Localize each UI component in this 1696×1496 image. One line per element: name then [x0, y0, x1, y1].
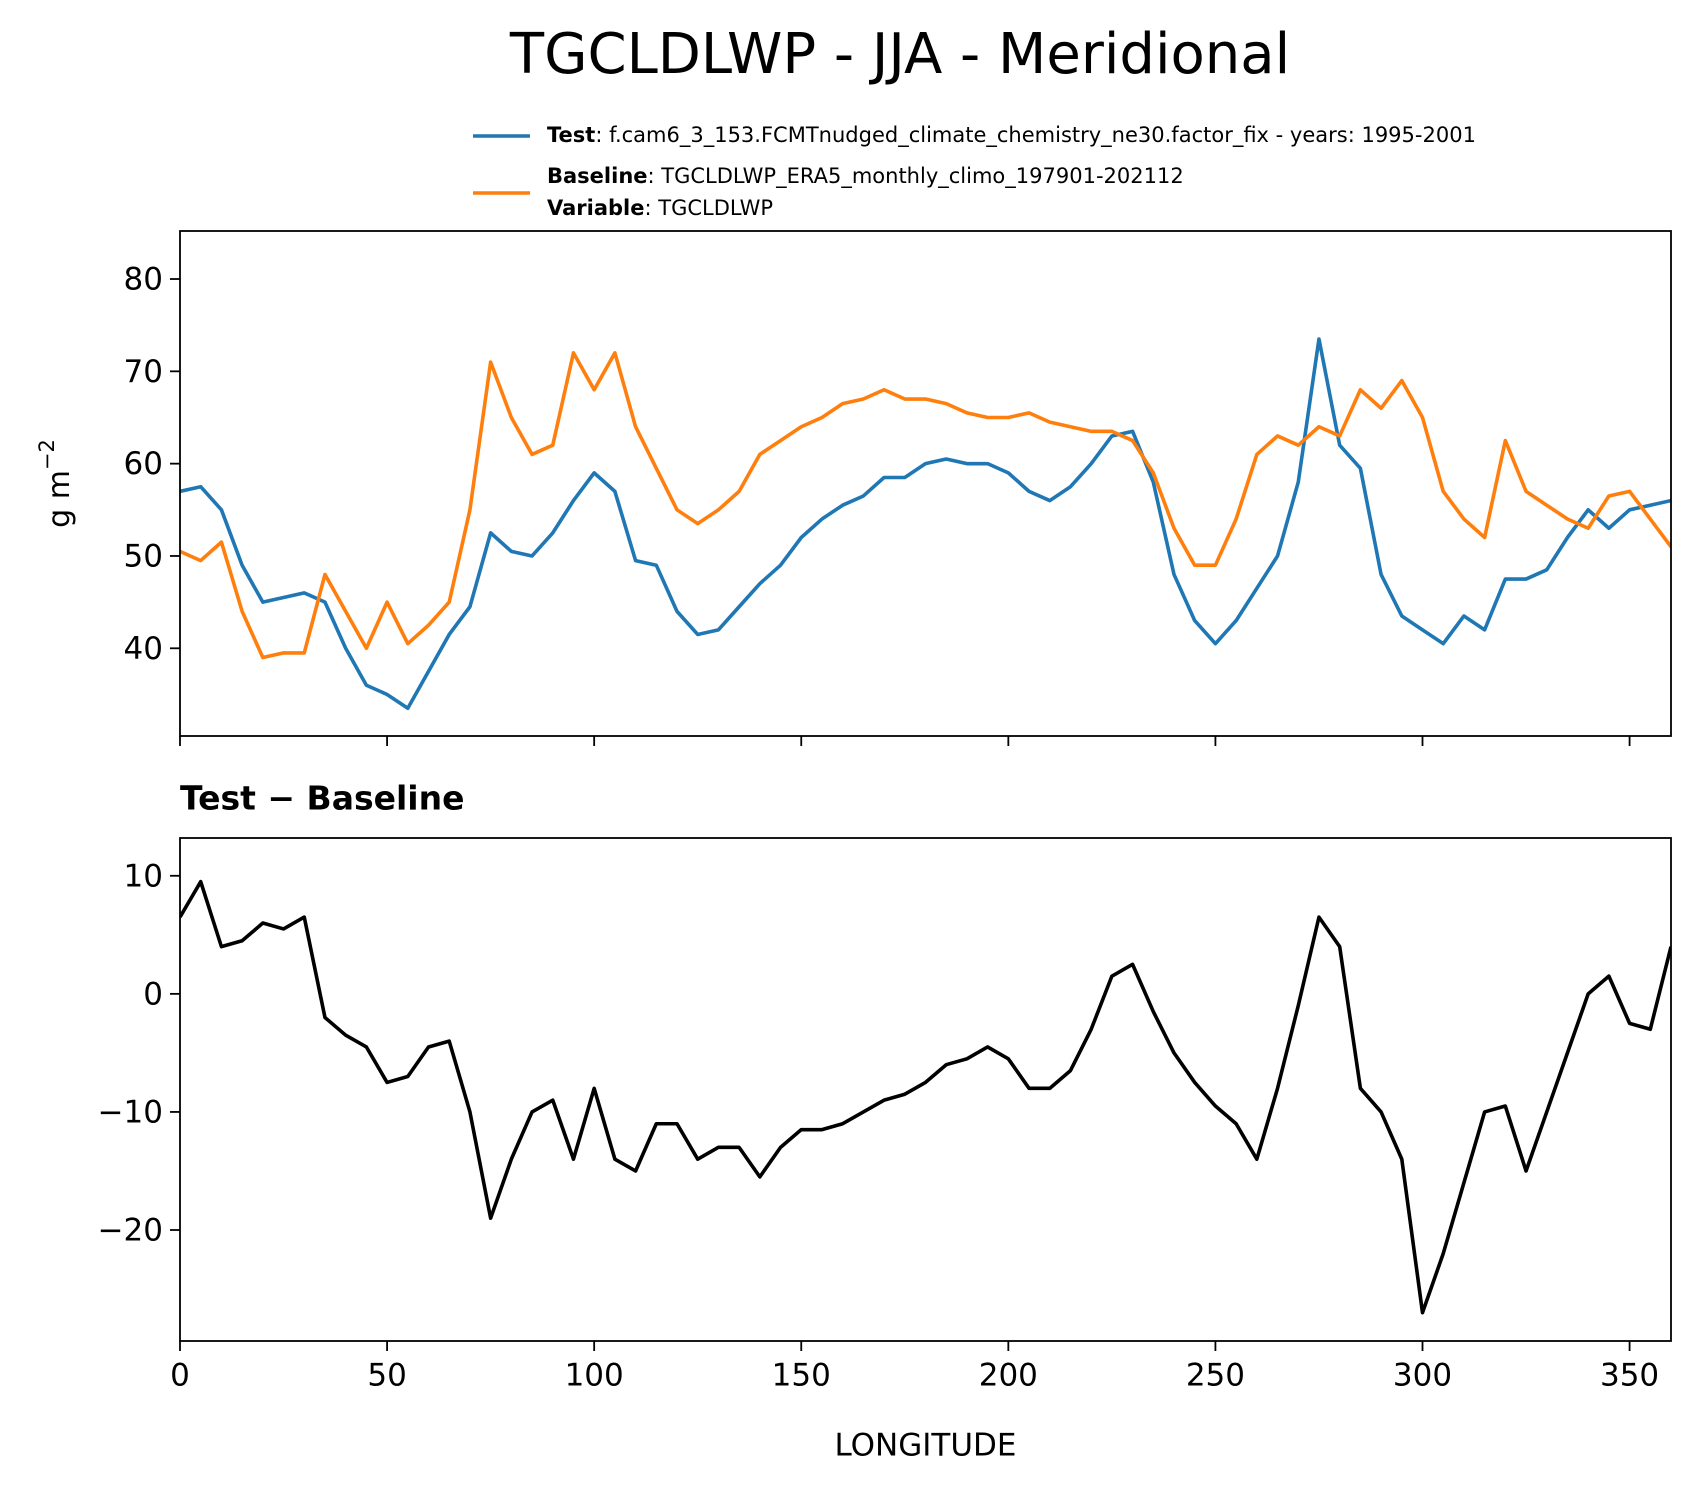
legend-name: Baseline — [547, 164, 648, 188]
y-label-sup: −2 — [35, 439, 59, 470]
y-axis-label: g m−2 — [35, 439, 77, 528]
subplot-title: Test − Baseline — [180, 779, 465, 818]
legend-label: Test: f.cam6_3_153.FCMTnudged_climate_ch… — [547, 123, 1476, 148]
legend-detail: : f.cam6_3_153.FCMTnudged_climate_chemis… — [595, 123, 1476, 148]
y-label-text: g m — [42, 470, 77, 528]
x-tick-label: 350 — [1600, 1358, 1659, 1394]
axes-frame — [179, 230, 1672, 737]
y-tick-label: 40 — [124, 631, 163, 667]
y-tick-label: 10 — [124, 858, 163, 894]
series-line — [180, 337, 1671, 711]
plot-area — [180, 879, 1671, 1315]
x-tick-label: 100 — [565, 1358, 624, 1394]
legend-label: Baseline: TGCLDLWP_ERA5_monthly_climo_19… — [547, 164, 1184, 189]
legend-name: Variable — [547, 196, 644, 220]
series-line — [180, 879, 1671, 1315]
x-axis-label: LONGITUDE — [834, 1428, 1016, 1464]
x-tick-label: 0 — [170, 1358, 190, 1394]
x-tick-label: 150 — [772, 1358, 831, 1394]
y-tick-label: 0 — [143, 976, 163, 1012]
x-tick-label: 50 — [367, 1358, 406, 1394]
legend-detail: : TGCLDLWP — [644, 196, 773, 220]
y-tick-label: 60 — [124, 446, 163, 482]
x-tick-label: 300 — [1393, 1358, 1452, 1394]
legend-name: Test — [547, 123, 595, 147]
x-tick-label: 200 — [979, 1358, 1038, 1394]
legend-detail: : TGCLDLWP_ERA5_monthly_climo_197901-202… — [648, 164, 1184, 189]
y-tick-label: −10 — [98, 1094, 163, 1130]
y-tick-label: 80 — [124, 262, 163, 298]
legend-label: Variable: TGCLDLWP — [547, 196, 773, 220]
y-tick-label: −20 — [98, 1213, 163, 1249]
chart-title: TGCLDLWP - JJA - Meridional — [509, 22, 1290, 87]
axes-frame — [179, 837, 1672, 1342]
y-tick-label: 70 — [124, 354, 163, 390]
x-tick-label: 250 — [1186, 1358, 1245, 1394]
y-tick-label: 50 — [124, 538, 163, 574]
series-line — [180, 351, 1671, 660]
plot-area — [180, 337, 1671, 711]
